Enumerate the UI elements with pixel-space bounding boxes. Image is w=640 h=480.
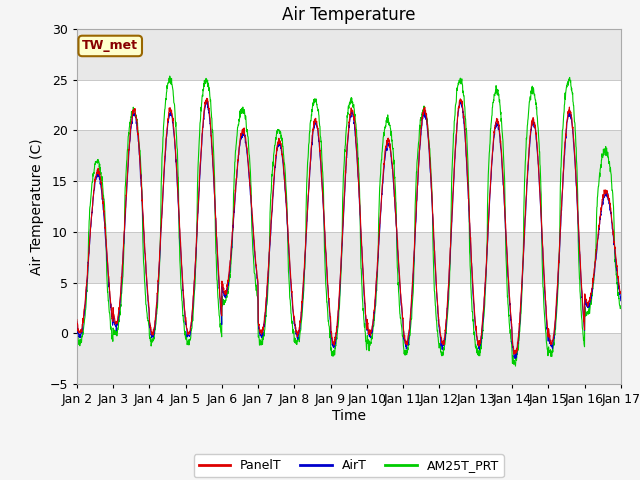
X-axis label: Time: Time [332, 409, 366, 423]
Y-axis label: Air Temperature (C): Air Temperature (C) [29, 138, 44, 275]
Bar [77, 333, 621, 384]
Title: Air Temperature: Air Temperature [282, 6, 415, 24]
Legend: PanelT, AirT, AM25T_PRT: PanelT, AirT, AM25T_PRT [194, 454, 504, 477]
Bar [77, 29, 621, 80]
Text: TW_met: TW_met [82, 39, 138, 52]
Bar [77, 232, 621, 283]
Bar [77, 130, 621, 181]
